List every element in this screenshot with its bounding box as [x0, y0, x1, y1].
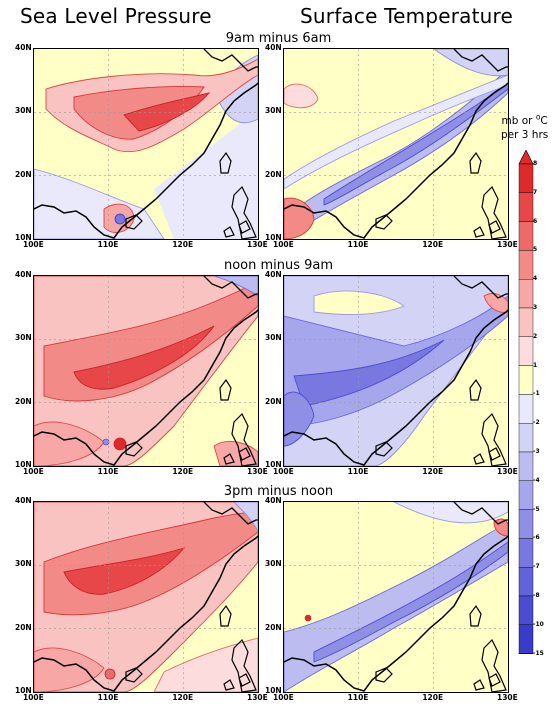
- x-tick-label: 130E: [247, 467, 268, 476]
- y-tick-label: 30N: [15, 559, 32, 569]
- colorbar-swatch: [518, 192, 534, 222]
- y-tick-label: 40N: [265, 270, 282, 279]
- x-tick-label: 120E: [172, 240, 194, 249]
- colorbar-level-label: 4: [533, 275, 538, 283]
- y-tick-label: 10N: [15, 686, 32, 695]
- colorbar-swatch: [518, 451, 534, 481]
- colorbar-swatch: [518, 394, 534, 424]
- colorbar-swatch: [518, 336, 534, 366]
- colorbar-level-label: 1: [533, 361, 538, 369]
- y-tick-label: 10N: [265, 233, 282, 242]
- x-tick-label: 100E: [273, 240, 294, 249]
- y-tick-label: 30N: [15, 333, 32, 343]
- row-title-1: 9am minus 6am: [225, 31, 332, 46]
- x-tick-label: 120E: [172, 693, 194, 702]
- column-title-pressure: Sea Level Pressure: [20, 4, 212, 28]
- colorbar-level-label: -10: [533, 620, 544, 628]
- colorbar-swatch: [518, 365, 534, 395]
- colorbar-swatch: [518, 538, 534, 568]
- colorbar-level-label: -2: [533, 419, 540, 427]
- x-tick-label: 130E: [497, 467, 518, 476]
- y-tick-label: 40N: [265, 43, 282, 52]
- y-tick-label: 10N: [15, 233, 32, 242]
- x-tick-label: 120E: [422, 693, 444, 702]
- colorbar-swatch: [518, 163, 534, 193]
- y-tick-label: 40N: [15, 496, 32, 505]
- y-tick-label: 10N: [265, 460, 282, 469]
- row-title-3: 3pm minus noon: [223, 484, 334, 499]
- x-tick-label: 100E: [23, 467, 44, 476]
- colorbar-swatch: [518, 221, 534, 251]
- colorbar-level-label: -8: [533, 592, 540, 599]
- map-panel-pressure-9am: [33, 48, 259, 240]
- colorbar-level-label: -1: [533, 390, 540, 398]
- y-tick-label: 10N: [15, 460, 32, 469]
- legend-title: mb or oC per 3 hrs: [501, 110, 548, 142]
- colorbar-arrow-top: [518, 150, 534, 165]
- x-tick-label: 110E: [347, 240, 369, 249]
- colorbar-level-label: -6: [533, 534, 540, 542]
- y-tick-label: 40N: [265, 496, 282, 505]
- x-tick-label: 130E: [497, 693, 518, 702]
- y-tick-label: 40N: [15, 43, 32, 52]
- colorbar-swatch: [518, 307, 534, 337]
- y-tick-label: 20N: [265, 396, 282, 406]
- colorbar-level-label: -5: [533, 505, 540, 513]
- colorbar-level-label: 3: [533, 304, 538, 311]
- y-tick-label: 20N: [265, 169, 282, 179]
- x-tick-label: 110E: [97, 240, 119, 249]
- colorbar-swatch: [518, 278, 534, 309]
- colorbar-swatch: [518, 250, 534, 280]
- map-panel-pressure-noon: [33, 275, 259, 467]
- y-tick-label: 20N: [265, 622, 282, 632]
- colorbar-swatch: [518, 595, 534, 625]
- colorbar: [518, 150, 534, 654]
- colorbar-level-label: -7: [533, 563, 540, 571]
- colorbar-level-label: -15: [533, 649, 544, 657]
- colorbar-level-label: 5: [533, 246, 538, 254]
- colorbar-level-label: -3: [533, 448, 540, 455]
- y-tick-label: 20N: [15, 622, 32, 632]
- x-tick-label: 110E: [97, 467, 119, 476]
- colorbar-level-label: -4: [533, 476, 540, 484]
- map-panel-pressure-3pm: [33, 501, 259, 693]
- row-title-2: noon minus 9am: [223, 258, 334, 273]
- y-tick-label: 30N: [265, 106, 282, 116]
- x-tick-label: 120E: [422, 240, 444, 249]
- colorbar-swatch: [518, 567, 534, 597]
- y-tick-label: 20N: [15, 169, 32, 179]
- colorbar-swatch: [518, 509, 534, 539]
- y-tick-label: 10N: [265, 686, 282, 695]
- y-tick-label: 30N: [15, 106, 32, 116]
- column-title-temperature: Surface Temperature: [300, 4, 514, 28]
- y-tick-label: 20N: [15, 396, 32, 406]
- x-tick-label: 130E: [247, 240, 268, 249]
- colorbar-level-label: 6: [533, 217, 538, 225]
- map-panel-temperature-9am: [283, 48, 509, 240]
- x-tick-label: 130E: [497, 240, 518, 249]
- x-tick-label: 110E: [347, 693, 369, 702]
- x-tick-label: 110E: [347, 467, 369, 476]
- x-tick-label: 120E: [422, 467, 444, 476]
- legend-title-period: per 3 hrs: [501, 128, 549, 141]
- x-tick-label: 100E: [23, 240, 44, 249]
- legend-title-units: mb or oC: [501, 112, 548, 127]
- map-panel-temperature-noon: [283, 275, 509, 467]
- map-panel-temperature-3pm: [283, 501, 509, 693]
- x-tick-label: 110E: [97, 693, 119, 702]
- x-tick-label: 120E: [172, 467, 194, 476]
- x-tick-label: 100E: [23, 693, 44, 702]
- x-tick-label: 100E: [273, 467, 294, 476]
- colorbar-level-label: 7: [533, 188, 538, 196]
- colorbar-swatch: [518, 423, 534, 453]
- y-tick-label: 30N: [265, 333, 282, 343]
- colorbar-swatch: [518, 480, 534, 510]
- y-tick-label: 30N: [265, 559, 282, 569]
- colorbar-swatch: [518, 624, 534, 654]
- x-tick-label: 130E: [247, 693, 268, 702]
- colorbar-level-label: 2: [533, 332, 538, 340]
- x-tick-label: 100E: [273, 693, 294, 702]
- y-tick-label: 40N: [15, 270, 32, 279]
- colorbar-level-label: 8: [533, 160, 538, 167]
